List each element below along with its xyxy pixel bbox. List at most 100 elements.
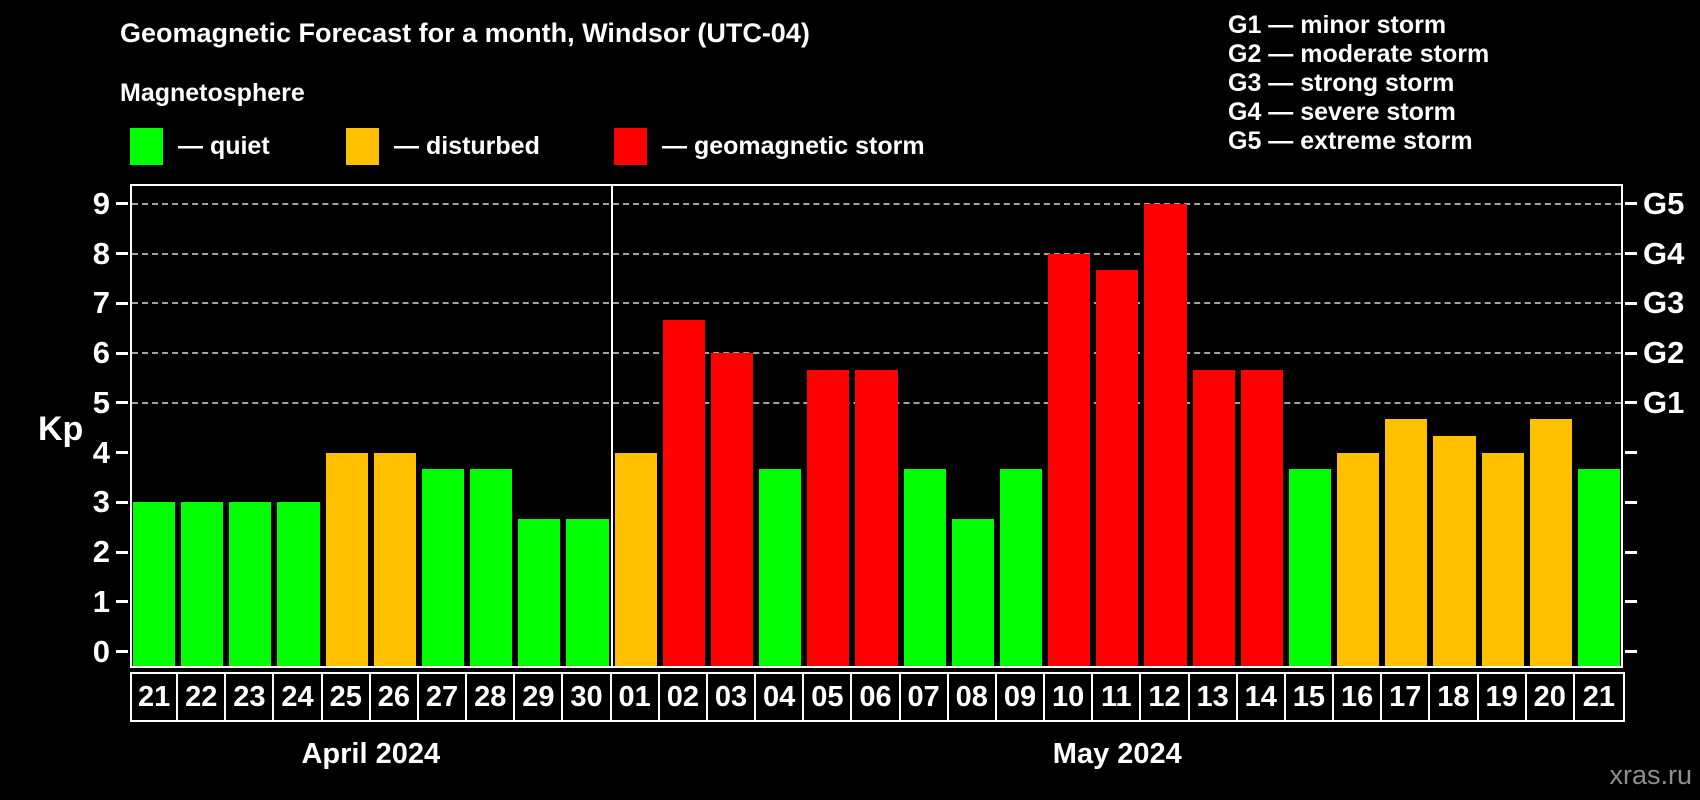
y-axis-tick-left bbox=[116, 252, 128, 256]
day-cell-may-02: 02 bbox=[659, 672, 708, 722]
kp-bar-may-09 bbox=[999, 469, 1043, 666]
gridline-kp8 bbox=[132, 252, 1621, 255]
day-cell-april-23: 23 bbox=[226, 672, 275, 722]
day-cell-may-17: 17 bbox=[1382, 672, 1431, 722]
gridline-kp6 bbox=[132, 352, 1621, 355]
y-axis-tick-right bbox=[1625, 500, 1637, 504]
y-tick-label: 6 bbox=[92, 335, 110, 371]
day-cell-may-19: 19 bbox=[1478, 672, 1527, 722]
y-axis-tick-left bbox=[116, 600, 128, 604]
day-cell-april-26: 26 bbox=[370, 672, 419, 722]
day-cell-april-27: 27 bbox=[418, 672, 468, 722]
g-axis-label-g1: G1 bbox=[1643, 384, 1685, 420]
day-cell-may-05: 05 bbox=[804, 672, 853, 722]
y-axis-tick-left bbox=[116, 451, 128, 455]
kp-bar-april-22 bbox=[181, 502, 224, 666]
kp-bar-may-06 bbox=[855, 369, 898, 666]
y-axis-title: Kp bbox=[38, 410, 84, 448]
kp-bar-may-20 bbox=[1529, 419, 1572, 666]
g-scale-legend: G1 — minor storm G2 — moderate storm G3 … bbox=[1228, 11, 1489, 156]
y-axis-tick-right bbox=[1625, 550, 1637, 554]
kp-bar-april-29 bbox=[518, 518, 561, 666]
kp-bar-may-04 bbox=[759, 469, 802, 666]
plot-border bbox=[130, 184, 1623, 668]
day-cell-may-18: 18 bbox=[1430, 672, 1479, 722]
kp-bar-may-18 bbox=[1433, 436, 1476, 666]
day-cell-april-29: 29 bbox=[515, 672, 564, 722]
watermark: xras.ru bbox=[1609, 760, 1692, 790]
day-cell-may-11: 11 bbox=[1093, 672, 1142, 722]
page-title: Geomagnetic Forecast for a month, Windso… bbox=[120, 18, 810, 48]
y-axis-tick-left bbox=[116, 351, 128, 355]
day-cell-may-21: 21 bbox=[1574, 672, 1625, 722]
y-axis-tick-left bbox=[116, 401, 128, 405]
day-cell-april-28: 28 bbox=[467, 672, 516, 722]
y-axis-tick-right bbox=[1625, 600, 1637, 604]
y-axis-tick-left bbox=[116, 500, 128, 504]
kp-bar-may-19 bbox=[1481, 452, 1524, 666]
kp-bar-may-21 bbox=[1577, 469, 1620, 666]
gridline-kp7 bbox=[132, 302, 1621, 305]
y-axis-tick-right bbox=[1625, 202, 1637, 206]
kp-bar-may-13 bbox=[1192, 369, 1235, 666]
y-axis-tick-right bbox=[1625, 650, 1637, 654]
kp-bar-april-26 bbox=[373, 452, 416, 666]
day-cell-may-15: 15 bbox=[1285, 672, 1335, 722]
y-tick-label: 0 bbox=[92, 633, 110, 669]
kp-bar-may-12 bbox=[1144, 203, 1187, 666]
legend-label-disturbed: — disturbed bbox=[394, 132, 540, 160]
legend-swatch-quiet bbox=[130, 128, 163, 165]
g-axis-label-g4: G4 bbox=[1643, 235, 1685, 271]
g-legend-line: G3 — strong storm bbox=[1228, 69, 1455, 97]
kp-bar-may-02 bbox=[662, 319, 705, 666]
day-cell-may-07: 07 bbox=[900, 672, 949, 722]
g-legend-line: G5 — extreme storm bbox=[1228, 127, 1473, 155]
y-axis-tick-left bbox=[116, 202, 128, 206]
kp-bar-may-11 bbox=[1096, 270, 1139, 666]
y-axis-tick-left bbox=[116, 650, 128, 654]
kp-bar-may-01 bbox=[614, 452, 657, 666]
legend-swatch-storm bbox=[614, 128, 647, 165]
y-tick-label: 1 bbox=[92, 583, 110, 619]
kp-bar-april-28 bbox=[470, 469, 513, 666]
y-axis-tick-right bbox=[1625, 351, 1637, 355]
y-axis-tick-left bbox=[116, 301, 128, 305]
y-tick-label: 2 bbox=[92, 534, 110, 570]
day-cell-may-14: 14 bbox=[1237, 672, 1286, 722]
day-cell-may-12: 12 bbox=[1141, 672, 1190, 722]
kp-bar-april-24 bbox=[277, 502, 320, 666]
magnetosphere-label: Magnetosphere bbox=[120, 79, 305, 107]
y-axis-tick-left bbox=[116, 550, 128, 554]
day-cell-may-10: 10 bbox=[1045, 672, 1094, 722]
y-tick-label: 4 bbox=[92, 434, 110, 470]
kp-bar-april-25 bbox=[325, 452, 368, 666]
legend-label-quiet: — quiet bbox=[178, 132, 270, 160]
gridline-kp9 bbox=[132, 202, 1621, 205]
day-cell-may-04: 04 bbox=[756, 672, 805, 722]
kp-bar-may-07 bbox=[903, 469, 946, 666]
day-cell-may-20: 20 bbox=[1526, 672, 1575, 722]
day-cell-april-24: 24 bbox=[274, 672, 323, 722]
kp-bar-may-14 bbox=[1240, 369, 1283, 666]
y-axis-tick-right bbox=[1625, 301, 1637, 305]
day-cell-april-25: 25 bbox=[322, 672, 371, 722]
legend-swatch-disturbed bbox=[346, 128, 379, 165]
g-legend-line: G4 — severe storm bbox=[1228, 98, 1456, 126]
kp-bar-may-08 bbox=[951, 518, 994, 666]
y-axis-tick-right bbox=[1625, 252, 1637, 256]
y-axis-tick-right bbox=[1625, 451, 1637, 455]
day-cell-april-30: 30 bbox=[563, 672, 612, 722]
y-tick-label: 9 bbox=[92, 185, 110, 221]
legend-label-storm: — geomagnetic storm bbox=[662, 132, 925, 160]
y-tick-label: 7 bbox=[92, 285, 110, 321]
kp-bar-may-16 bbox=[1337, 452, 1380, 666]
month-label-april: April 2024 bbox=[301, 738, 441, 770]
kp-bar-may-17 bbox=[1385, 419, 1428, 666]
day-cell-may-08: 08 bbox=[948, 672, 997, 722]
kp-bar-april-23 bbox=[229, 502, 272, 666]
day-cell-april-22: 22 bbox=[178, 672, 227, 722]
y-tick-label: 5 bbox=[92, 384, 110, 420]
kp-bar-may-05 bbox=[807, 369, 850, 666]
y-axis-tick-right bbox=[1625, 401, 1637, 405]
